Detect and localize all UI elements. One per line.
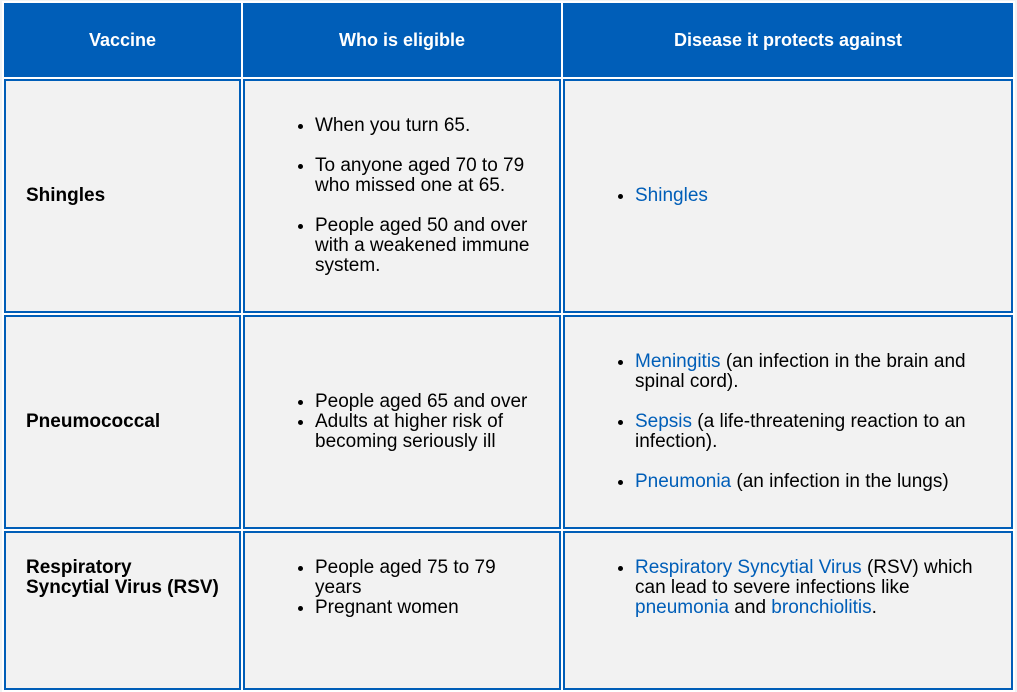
list-item: Sepsis (a life-threatening reaction to a… [635,412,991,452]
header-eligible: Who is eligible [243,3,561,77]
list-item: Respiratory Syncytial Virus (RSV) which … [635,558,991,618]
list-item: To anyone aged 70 to 79 who missed one a… [315,156,539,196]
bronchiolitis-link[interactable]: bronchiolitis [771,597,872,618]
description: (a life-threatening reaction to an infec… [635,411,966,452]
list-item: People aged 75 to 79 years [315,558,539,598]
list-item: Pregnant women [315,598,539,618]
disease-cell: Meningitis (an infection in the brain an… [563,315,1013,529]
header-disease: Disease it protects against [563,3,1013,77]
list-item: People aged 65 and over [315,392,539,412]
list-item: When you turn 65. [315,116,539,136]
description: (an infection in the brain and spinal co… [635,351,966,392]
header-row: Vaccine Who is eligible Disease it prote… [4,3,1013,77]
description: (RSV) which can lead to severe infection… [635,557,973,598]
list-item: Meningitis (an infection in the brain an… [635,352,991,392]
table-row: Respiratory Syncytial Virus (RSV) People… [4,531,1013,690]
description: . [871,597,877,618]
list-item: Adults at higher risk of becoming seriou… [315,412,539,452]
vaccine-name: Pneumococcal [4,315,241,529]
eligible-cell: People aged 65 and over Adults at higher… [243,315,561,529]
meningitis-link[interactable]: Meningitis [635,351,721,372]
shingles-link[interactable]: Shingles [635,185,708,206]
rsv-link[interactable]: Respiratory Syncytial Virus [635,557,862,578]
list-item: Pneumonia (an infection in the lungs) [635,472,991,492]
table-row: Pneumococcal People aged 65 and over Adu… [4,315,1013,529]
disease-cell: Shingles [563,79,1013,313]
list-item: People aged 50 and over with a weakened … [315,216,539,276]
description: (an infection in the lungs) [731,471,949,492]
pneumonia-link[interactable]: Pneumonia [635,471,732,492]
disease-cell: Respiratory Syncytial Virus (RSV) which … [563,531,1013,690]
vaccine-name: Respiratory Syncytial Virus (RSV) [4,531,241,690]
sepsis-link[interactable]: Sepsis [635,411,693,432]
table-row: Shingles When you turn 65. To anyone age… [4,79,1013,313]
list-item: Shingles [635,186,991,206]
vaccine-name: Shingles [4,79,241,313]
eligible-cell: When you turn 65. To anyone aged 70 to 7… [243,79,561,313]
header-vaccine: Vaccine [4,3,241,77]
eligible-cell: People aged 75 to 79 years Pregnant wome… [243,531,561,690]
pneumonia-link[interactable]: pneumonia [635,597,730,618]
description: and [729,597,772,618]
